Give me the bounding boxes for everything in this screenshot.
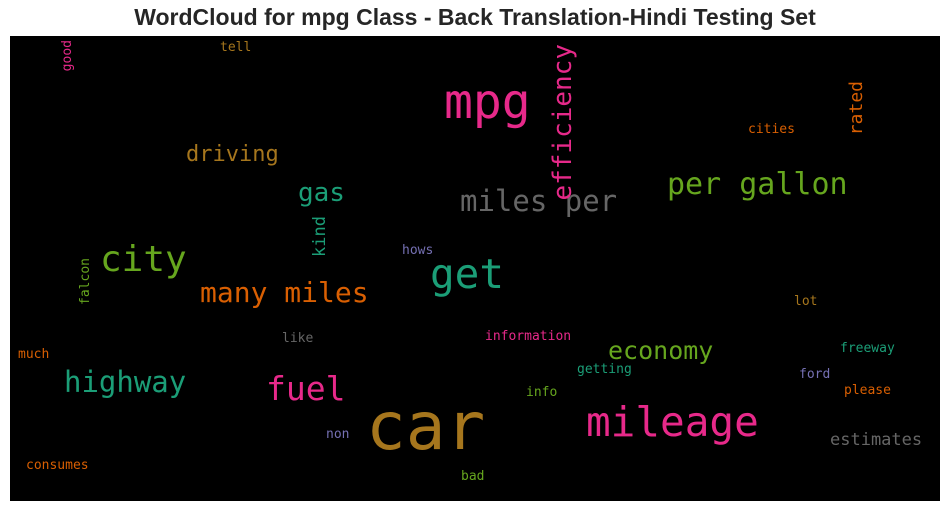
wordcloud-canvas: car mpg mileage get city fuel per gallon miles … bbox=[10, 36, 940, 501]
word-efficiency: efficiency bbox=[548, 44, 578, 201]
word-lot: lot bbox=[794, 294, 818, 309]
word-estimates: estimates bbox=[830, 430, 923, 450]
word-driving: driving bbox=[186, 142, 279, 167]
word-good: good bbox=[60, 40, 75, 72]
word-much: much bbox=[18, 347, 50, 362]
word-ford: ford bbox=[799, 367, 831, 382]
word-rated: rated bbox=[846, 81, 867, 136]
word-mileage: mileage bbox=[586, 398, 759, 446]
word-cities: cities bbox=[748, 122, 795, 137]
word-per-gallon: per gallon bbox=[667, 167, 848, 202]
word-tell: tell bbox=[220, 40, 252, 55]
word-kind: kind bbox=[310, 216, 330, 257]
word-bad: bad bbox=[461, 469, 485, 484]
word-please: please bbox=[844, 383, 891, 398]
word-city: city bbox=[100, 239, 187, 280]
word-mpg: mpg bbox=[444, 74, 531, 130]
word-miles-per: miles per bbox=[460, 184, 618, 218]
word-info: info bbox=[526, 385, 558, 400]
word-consumes: consumes bbox=[26, 458, 89, 473]
word-like: like bbox=[282, 331, 314, 346]
word-fuel: fuel bbox=[266, 369, 346, 408]
word-get: get bbox=[430, 250, 505, 298]
word-gas: gas bbox=[298, 178, 345, 208]
word-non: non bbox=[326, 427, 350, 442]
word-car: car bbox=[366, 388, 486, 465]
word-getting: getting bbox=[577, 362, 632, 377]
chart-title: WordCloud for mpg Class - Back Translati… bbox=[134, 4, 816, 30]
word-highway: highway bbox=[64, 365, 187, 399]
word-freeway: freeway bbox=[840, 341, 895, 356]
word-information: information bbox=[485, 329, 572, 344]
word-many-miles: many miles bbox=[200, 276, 369, 309]
word-falcon: falcon bbox=[78, 258, 93, 305]
word-hows: hows bbox=[402, 243, 434, 258]
word-economy: economy bbox=[608, 336, 714, 365]
